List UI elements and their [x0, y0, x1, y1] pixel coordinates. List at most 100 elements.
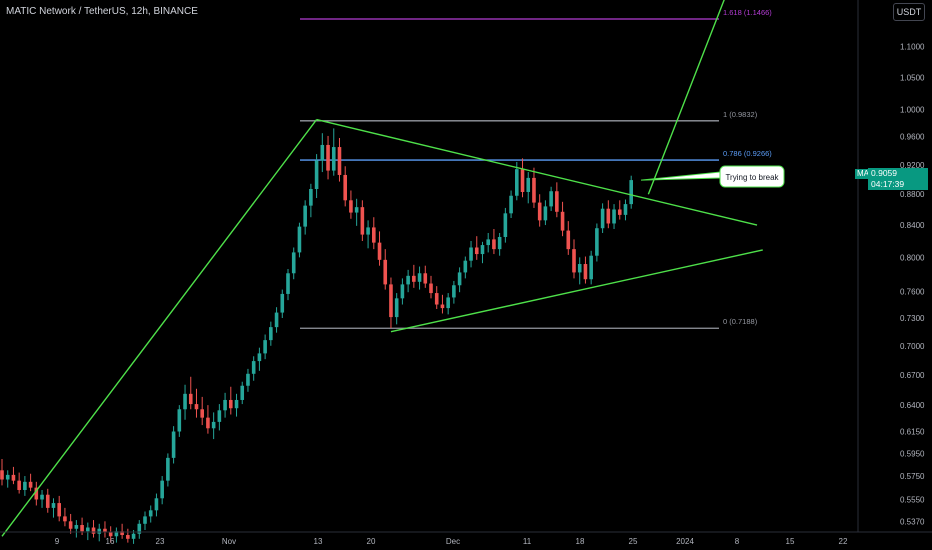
y-tick-label: 0.6150	[900, 428, 925, 437]
fib-level-label: 0 (0.7188)	[723, 317, 758, 326]
fib-level-label: 1 (0.9832)	[723, 110, 758, 119]
candle-body	[23, 482, 27, 490]
fibonacci-levels: 1.618 (1.1466)1 (0.9832)0.786 (0.9266)0 …	[300, 8, 772, 328]
candle-body	[17, 481, 21, 490]
candle-body	[92, 528, 96, 534]
candle-body	[481, 245, 485, 254]
candle-body	[607, 209, 611, 224]
y-tick-label: 0.8000	[900, 253, 925, 262]
candle-body	[458, 272, 462, 285]
candle-body	[423, 273, 427, 283]
y-tick-label: 0.8400	[900, 221, 925, 230]
candle-body	[309, 189, 313, 206]
candle-body	[286, 273, 290, 294]
y-tick-label: 0.5750	[900, 472, 925, 481]
candle-body	[240, 386, 244, 400]
candle-body	[355, 207, 359, 212]
candle-body	[75, 525, 79, 529]
candle-body	[475, 248, 479, 255]
candle-body	[486, 239, 490, 245]
candle-body	[389, 284, 393, 317]
y-tick-label: 0.8800	[900, 190, 925, 199]
candle-body	[172, 432, 176, 458]
candle-body	[218, 410, 222, 422]
y-tick-label: 0.7300	[900, 314, 925, 323]
last-price: 0.9059	[868, 168, 928, 179]
candle-body	[178, 409, 182, 431]
candle-body	[195, 404, 199, 409]
candle-body	[561, 212, 565, 231]
x-tick-label: 20	[367, 537, 376, 546]
candle-body	[321, 145, 325, 161]
y-tick-label: 0.9600	[900, 133, 925, 142]
candle-body	[435, 293, 439, 304]
candle-body	[441, 305, 445, 309]
time-axis: 9 16 23 Nov 13 20 Dec 11 18 25 2024 8 15 22	[0, 532, 932, 546]
y-tick-label: 0.5370	[900, 517, 925, 526]
candle-body	[618, 209, 622, 214]
price-axis: 1.10001.05001.00000.96000.92000.88000.84…	[858, 0, 925, 532]
candle-body	[378, 243, 382, 260]
candle-body	[629, 180, 633, 204]
trendlines	[2, 0, 763, 536]
candle-body	[235, 400, 239, 408]
candle-body	[269, 327, 273, 340]
candle-body	[338, 147, 342, 175]
candle-body	[6, 475, 10, 480]
candle-body	[183, 394, 187, 409]
candle-body	[63, 516, 67, 521]
candle-body	[446, 297, 450, 308]
candle-body	[97, 529, 101, 534]
candle-body	[504, 213, 508, 237]
candle-body	[584, 264, 588, 279]
candle-body	[12, 475, 16, 481]
symbol-title[interactable]: MATIC Network / TetherUS, 12h, BINANCE	[6, 6, 198, 17]
candle-body	[372, 227, 376, 242]
candle-body	[366, 227, 370, 234]
candle-body	[303, 206, 307, 227]
candle-body	[189, 394, 193, 404]
candle-body	[566, 231, 570, 250]
x-tick-label: 25	[629, 537, 638, 546]
candle-body	[212, 422, 216, 428]
candle-body	[555, 191, 559, 212]
candle-body	[52, 503, 56, 508]
fib-level-label: 1.618 (1.1466)	[723, 8, 772, 17]
candle-body	[429, 284, 433, 294]
currency-button[interactable]: USDT	[893, 3, 925, 21]
candle-body	[492, 239, 496, 249]
candle-body	[326, 145, 330, 171]
x-tick-label: 23	[156, 537, 165, 546]
candle-body	[595, 228, 599, 255]
y-tick-label: 1.0500	[900, 73, 925, 82]
candle-body	[57, 503, 61, 516]
candle-body	[572, 249, 576, 272]
x-tick-label: Nov	[222, 537, 236, 546]
candle-body	[349, 200, 353, 212]
candle-body	[298, 227, 302, 253]
candle-body	[69, 521, 73, 528]
candle-body	[258, 353, 262, 361]
candle-body	[538, 203, 542, 221]
candle-body	[315, 161, 319, 189]
x-tick-label: 2024	[676, 537, 694, 546]
y-tick-label: 0.7000	[900, 342, 925, 351]
candle-body	[0, 470, 4, 479]
candle-body	[40, 495, 44, 500]
callout-text: Trying to break	[725, 173, 779, 182]
x-tick-label: Dec	[446, 537, 460, 546]
candle-body	[343, 175, 347, 200]
candle-body	[80, 525, 84, 531]
candle-body	[601, 209, 605, 229]
candle-body	[509, 196, 513, 214]
trendline	[648, 0, 728, 194]
candle-body	[464, 261, 468, 273]
x-tick-label: 16	[106, 537, 115, 546]
candle-body	[46, 495, 50, 508]
candle-body	[589, 256, 593, 280]
y-tick-label: 0.6700	[900, 371, 925, 380]
candle-body	[544, 206, 548, 220]
candle-body	[498, 237, 502, 249]
